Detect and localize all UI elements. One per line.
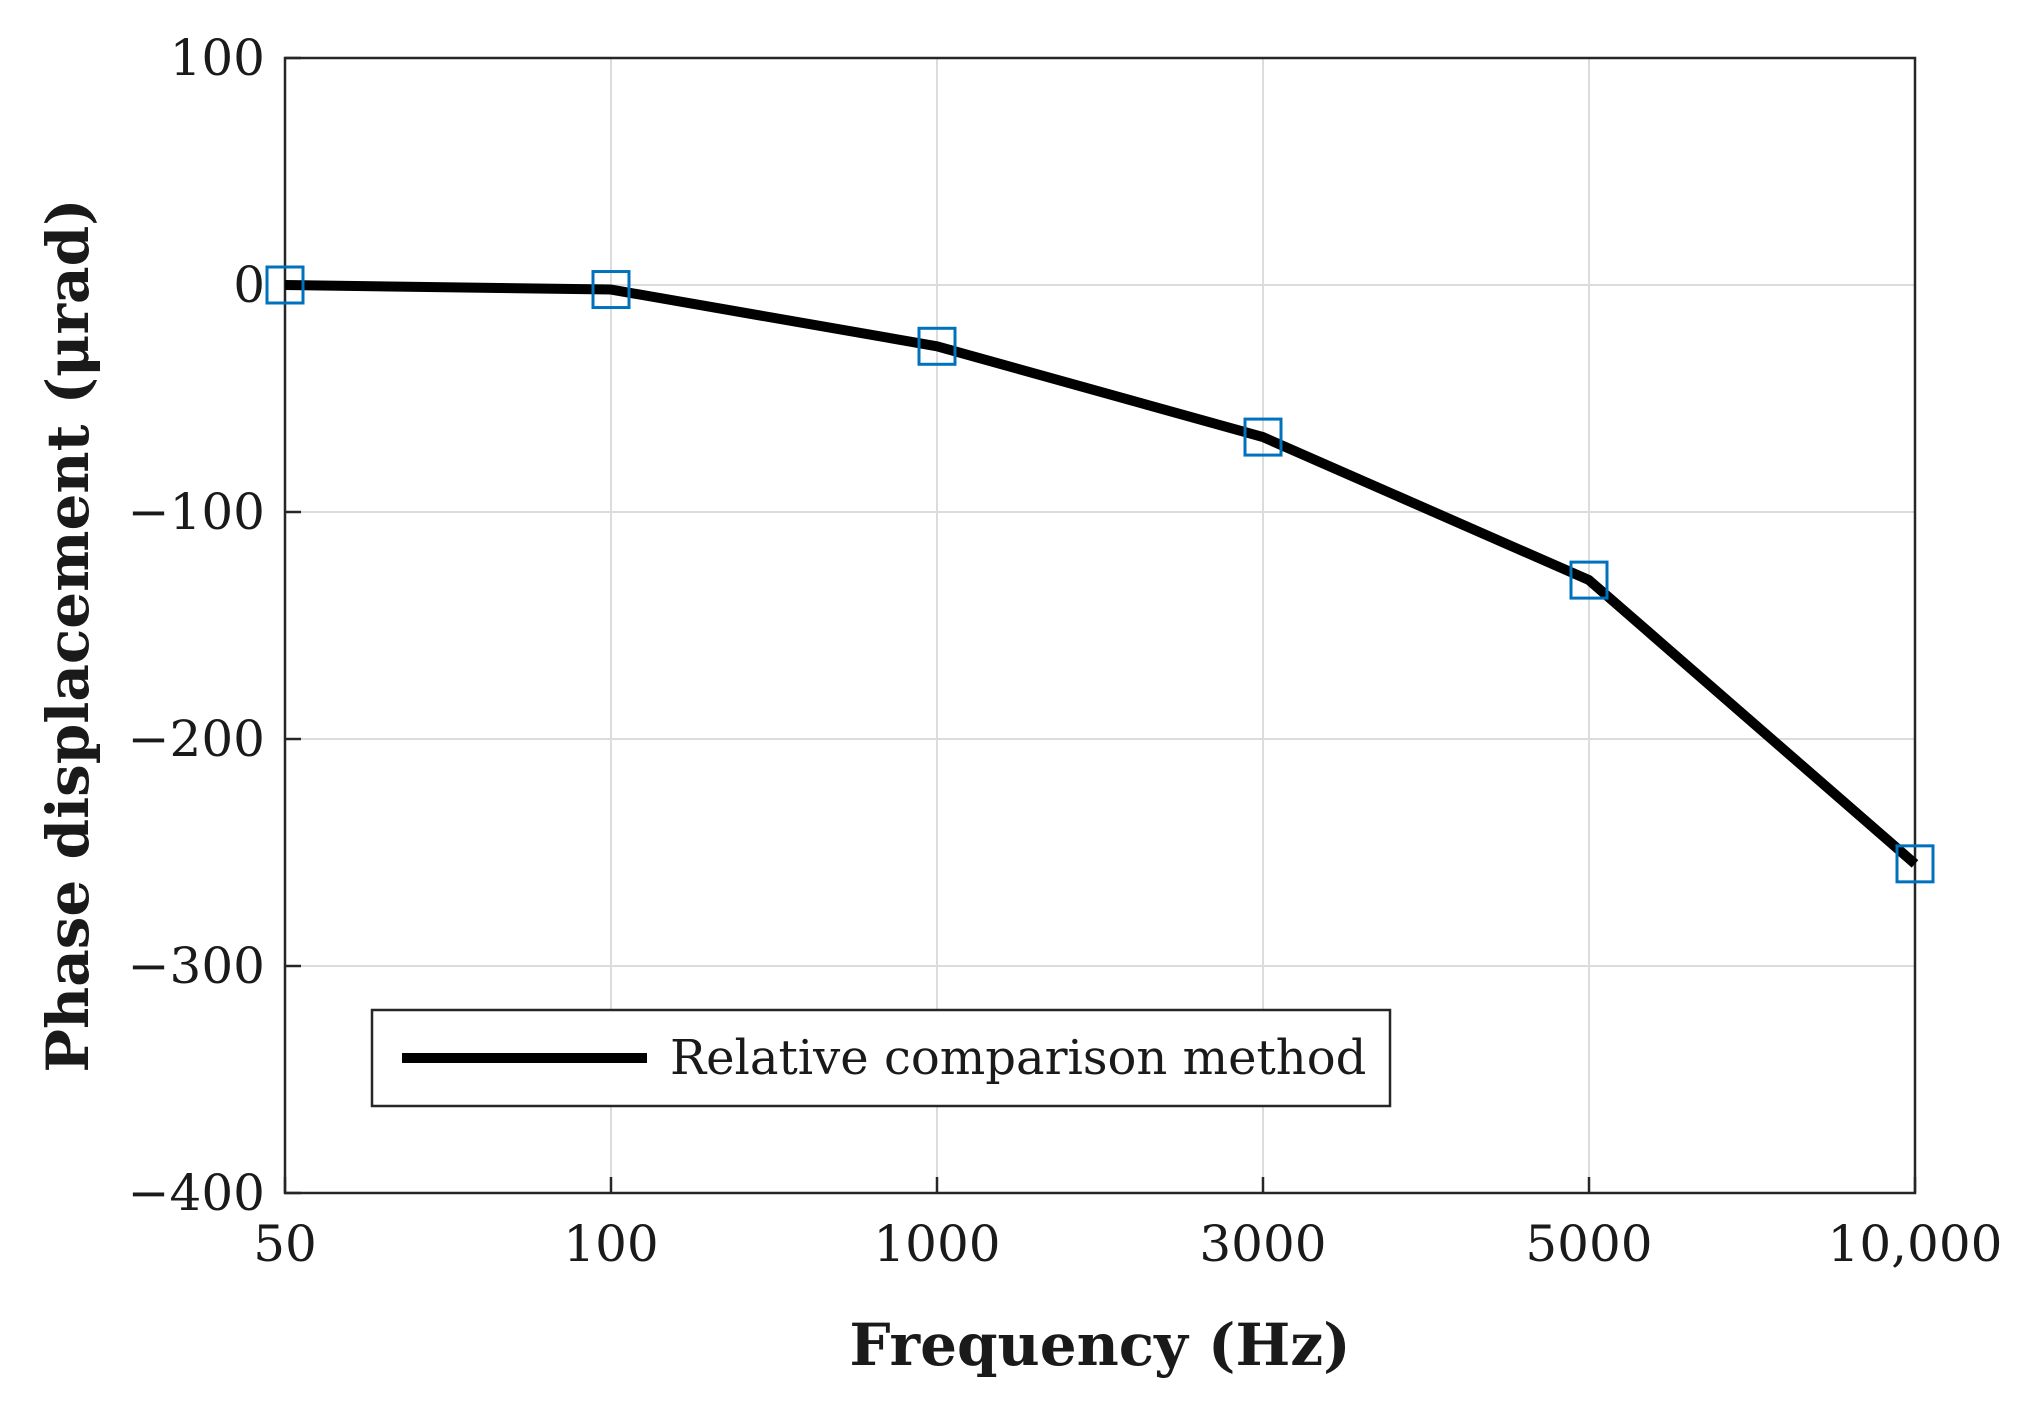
y-axis-title: Phase displacement (μrad) bbox=[34, 198, 102, 1072]
legend-label: Relative comparison method bbox=[670, 1030, 1366, 1086]
y-tick-label: 100 bbox=[170, 29, 265, 87]
y-tick-label: −200 bbox=[128, 710, 265, 768]
legend: Relative comparison method bbox=[370, 1008, 1392, 1108]
data-point bbox=[1569, 560, 1609, 600]
data-point bbox=[1895, 844, 1935, 884]
x-tick-label: 3000 bbox=[1199, 1215, 1326, 1273]
x-tick-label: 100 bbox=[563, 1215, 658, 1273]
plot-area-frame bbox=[283, 56, 1917, 1195]
y-tick-label: 0 bbox=[233, 256, 265, 314]
data-point bbox=[265, 265, 305, 305]
x-axis-title: Frequency (Hz) bbox=[849, 1311, 1350, 1379]
data-point bbox=[591, 270, 631, 310]
data-point bbox=[917, 326, 957, 366]
series-line bbox=[284, 280, 1919, 868]
series bbox=[265, 265, 1935, 884]
y-tick-label: −400 bbox=[128, 1164, 265, 1222]
x-tick-label: 1000 bbox=[873, 1215, 1000, 1273]
x-tick-label: 50 bbox=[253, 1215, 317, 1273]
y-tick-label: −100 bbox=[128, 483, 265, 541]
x-tick-label: 5000 bbox=[1525, 1215, 1652, 1273]
data-point bbox=[1243, 417, 1283, 457]
x-tick-label: 10,000 bbox=[1828, 1215, 2003, 1273]
y-tick-label: −300 bbox=[128, 937, 265, 995]
